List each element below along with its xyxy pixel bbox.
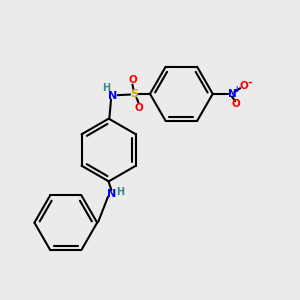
- Text: O: O: [135, 103, 143, 113]
- Text: -: -: [248, 78, 252, 88]
- Text: N: N: [108, 91, 117, 100]
- Text: H: H: [116, 187, 124, 197]
- Text: O: O: [128, 75, 137, 85]
- Text: O: O: [232, 99, 240, 110]
- Text: O: O: [239, 81, 248, 91]
- Text: N: N: [227, 89, 236, 99]
- Text: +: +: [234, 85, 240, 94]
- Text: H: H: [102, 83, 110, 93]
- Text: S: S: [130, 89, 138, 99]
- Text: N: N: [107, 189, 117, 199]
